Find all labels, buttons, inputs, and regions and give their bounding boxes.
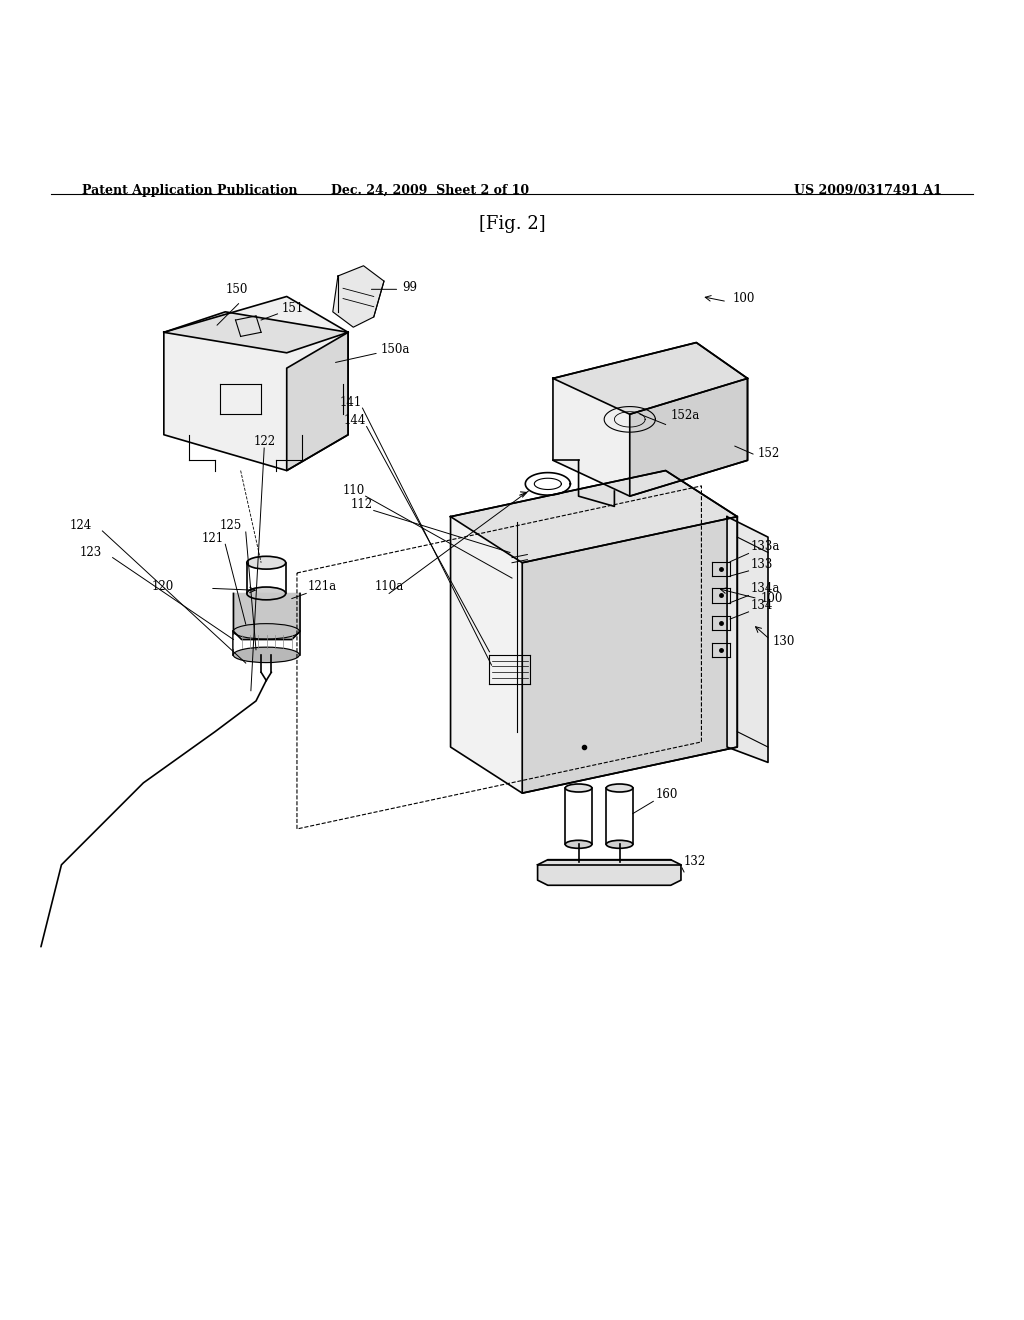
Polygon shape [553,343,748,496]
Polygon shape [630,379,748,496]
Text: 125: 125 [219,519,242,532]
Polygon shape [538,859,681,886]
Polygon shape [553,343,748,414]
Ellipse shape [247,587,286,599]
Text: 112: 112 [350,499,373,511]
Text: 152a: 152a [671,409,700,422]
Text: 151: 151 [282,302,304,315]
Text: Dec. 24, 2009  Sheet 2 of 10: Dec. 24, 2009 Sheet 2 of 10 [331,183,529,197]
Text: 110a: 110a [375,581,404,594]
Text: Patent Application Publication: Patent Application Publication [82,183,297,197]
Ellipse shape [247,556,286,569]
Text: 150a: 150a [381,343,411,356]
Ellipse shape [233,647,299,663]
Text: 130: 130 [773,635,796,648]
Text: 100: 100 [732,292,755,305]
Ellipse shape [606,784,633,792]
Polygon shape [333,265,384,327]
Text: 120: 120 [152,581,174,594]
Text: 132: 132 [684,855,707,867]
Text: 121: 121 [202,532,224,545]
Text: 144: 144 [344,414,367,428]
Polygon shape [164,297,348,470]
Text: 133a: 133a [751,540,780,553]
Text: 150: 150 [225,284,248,297]
Polygon shape [727,516,768,763]
Polygon shape [451,470,737,793]
Text: 122: 122 [254,436,276,447]
Text: 123: 123 [80,545,102,558]
Text: [Fig. 2]: [Fig. 2] [478,215,546,232]
Text: 124: 124 [70,519,92,532]
Polygon shape [522,516,737,793]
Text: US 2009/0317491 A1: US 2009/0317491 A1 [795,183,942,197]
Polygon shape [451,470,737,562]
Text: 152: 152 [758,447,780,461]
Ellipse shape [606,841,633,849]
Text: 160: 160 [655,788,678,801]
Text: 110: 110 [343,484,366,498]
Text: 134: 134 [751,599,773,611]
Ellipse shape [233,623,299,639]
Text: 134a: 134a [751,582,780,595]
Ellipse shape [565,784,592,792]
Text: 121a: 121a [307,581,336,594]
Text: 99: 99 [402,281,418,294]
Ellipse shape [565,841,592,849]
Polygon shape [164,312,348,352]
Text: 100: 100 [761,591,783,605]
Polygon shape [287,333,348,470]
Text: 141: 141 [340,396,362,409]
Text: 133: 133 [751,558,773,570]
Polygon shape [233,594,300,639]
